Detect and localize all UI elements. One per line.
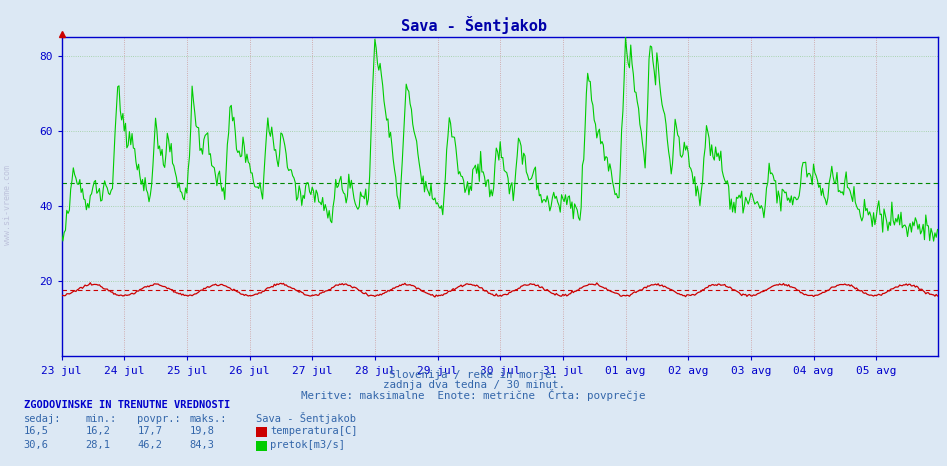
Text: Sava - Šentjakob: Sava - Šentjakob — [256, 412, 356, 424]
Text: Meritve: maksimalne  Enote: metrične  Črta: povprečje: Meritve: maksimalne Enote: metrične Črta… — [301, 389, 646, 401]
Text: 46,2: 46,2 — [137, 440, 162, 450]
Text: temperatura[C]: temperatura[C] — [270, 426, 357, 436]
Text: ZGODOVINSKE IN TRENUTNE VREDNOSTI: ZGODOVINSKE IN TRENUTNE VREDNOSTI — [24, 400, 230, 410]
Text: maks.:: maks.: — [189, 414, 227, 424]
Text: povpr.:: povpr.: — [137, 414, 181, 424]
Text: 16,2: 16,2 — [85, 426, 110, 436]
Text: 84,3: 84,3 — [189, 440, 214, 450]
Text: sedaj:: sedaj: — [24, 414, 62, 424]
Text: 28,1: 28,1 — [85, 440, 110, 450]
Text: www.si-vreme.com: www.si-vreme.com — [3, 165, 12, 245]
Text: 17,7: 17,7 — [137, 426, 162, 436]
Text: pretok[m3/s]: pretok[m3/s] — [270, 440, 345, 450]
Text: Slovenija / reke in morje.: Slovenija / reke in morje. — [389, 370, 558, 380]
Text: Sava - Šentjakob: Sava - Šentjakob — [401, 16, 546, 34]
Text: min.:: min.: — [85, 414, 116, 424]
Text: 30,6: 30,6 — [24, 440, 48, 450]
Text: 19,8: 19,8 — [189, 426, 214, 436]
Text: zadnja dva tedna / 30 minut.: zadnja dva tedna / 30 minut. — [383, 380, 564, 390]
Text: 16,5: 16,5 — [24, 426, 48, 436]
